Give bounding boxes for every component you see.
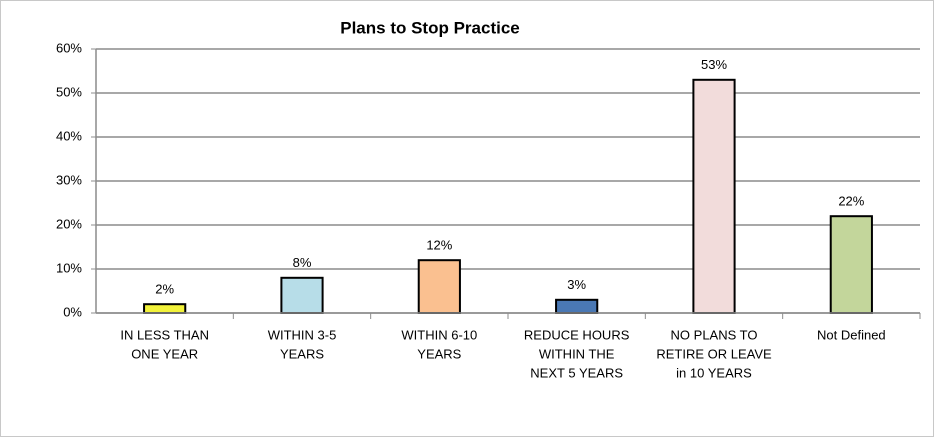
x-tick-label: NEXT 5 YEARS (530, 365, 623, 380)
bar (829, 215, 873, 314)
x-tick-label: IN LESS THAN (120, 327, 209, 342)
y-tick-label: 40% (56, 128, 82, 143)
bar (280, 276, 324, 314)
y-tick-label: 0% (63, 304, 82, 319)
bar (417, 259, 461, 315)
data-label: 53% (701, 57, 727, 72)
bar (555, 298, 599, 314)
x-tick-label: WITHIN 3-5 (268, 327, 337, 342)
x-tick-label: RETIRE OR LEAVE (656, 346, 772, 361)
bar (143, 303, 187, 315)
data-label: 3% (567, 277, 586, 292)
x-tick-label: YEARS (280, 346, 324, 361)
y-tick-label: 10% (56, 260, 82, 275)
x-tick-label: Not Defined (817, 327, 886, 342)
x-tick-label: WITHIN 6-10 (401, 327, 477, 342)
x-tick-label: in 10 YEARS (676, 365, 752, 380)
data-label: 8% (293, 255, 312, 270)
data-label: 12% (426, 238, 452, 253)
x-tick-label: NO PLANS TO (671, 327, 758, 342)
chart-title: Plans to Stop Practice (340, 18, 520, 37)
x-tick-label: YEARS (417, 346, 461, 361)
y-tick-label: 30% (56, 172, 82, 187)
y-tick-label: 60% (56, 40, 82, 55)
x-tick-label: ONE YEAR (131, 346, 198, 361)
data-label: 2% (155, 282, 174, 297)
bar (692, 78, 736, 314)
data-label: 22% (838, 194, 864, 209)
y-tick-label: 20% (56, 216, 82, 231)
x-tick-label: WITHIN THE (539, 346, 615, 361)
y-tick-label: 50% (56, 84, 82, 99)
x-tick-label: REDUCE HOURS (524, 327, 630, 342)
